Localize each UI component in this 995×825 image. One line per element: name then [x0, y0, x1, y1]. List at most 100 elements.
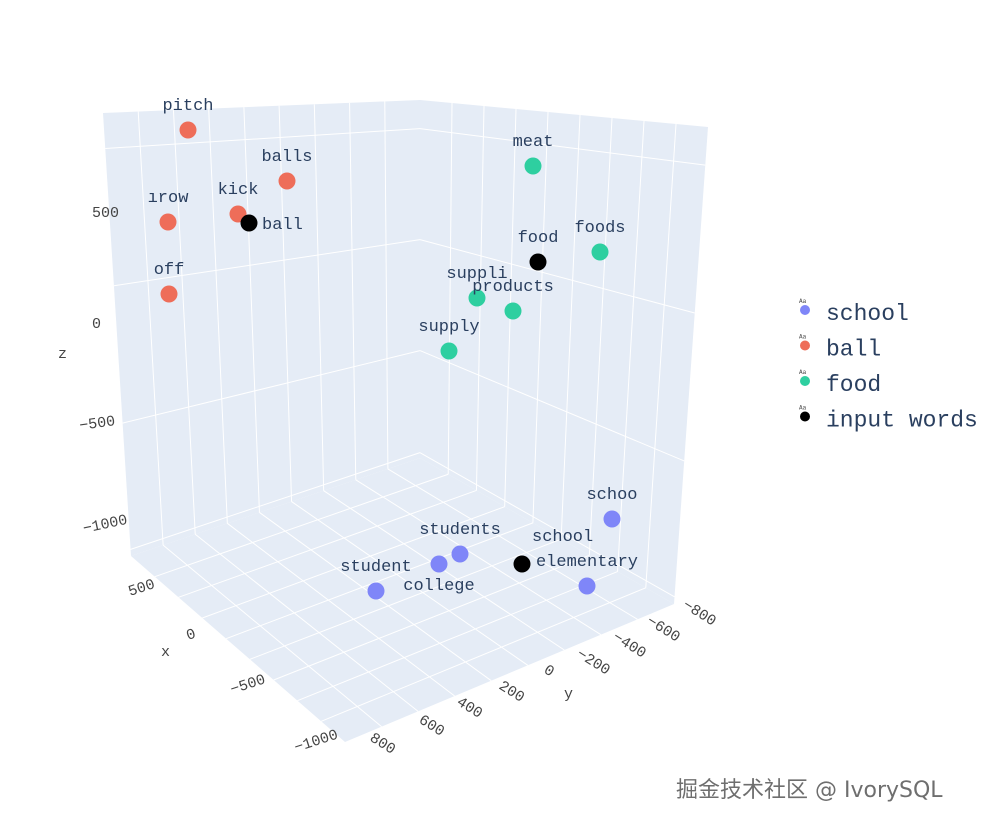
z-axis-title: z — [58, 346, 67, 363]
y-gridline — [321, 587, 646, 722]
y-gridline — [447, 102, 453, 475]
x-gridline — [208, 108, 228, 524]
point-label: foods — [574, 219, 625, 238]
x-gridline — [291, 501, 529, 666]
point-student[interactable] — [367, 582, 385, 600]
x-gridline — [313, 104, 325, 491]
y-tick-label: −200 — [573, 646, 613, 680]
y-tick-label: 800 — [366, 730, 398, 759]
y-tick-label: 400 — [453, 694, 485, 723]
point-label: kick — [218, 181, 259, 200]
legend-marker — [800, 305, 810, 315]
x-axis-title: x — [161, 644, 170, 661]
point-label: ırow — [148, 189, 190, 208]
point-school[interactable] — [513, 555, 531, 573]
x-gridline — [194, 533, 419, 712]
y-gridline — [273, 554, 590, 681]
point-label: balls — [261, 148, 312, 167]
point-label: college — [403, 577, 474, 596]
x-gridline — [384, 101, 389, 469]
z-tick-label: −500 — [78, 413, 116, 435]
y-gridline — [560, 114, 581, 540]
y-gridline — [154, 473, 449, 578]
y-tick-label: −800 — [679, 597, 719, 631]
legend-item-ball[interactable]: Aa ball — [799, 334, 881, 363]
z-gridline — [419, 452, 675, 598]
point-label: food — [518, 229, 559, 248]
point-food[interactable] — [529, 253, 547, 271]
x-gridline — [278, 105, 293, 502]
watermark: 掘金技术社区 @ IvorySQL — [676, 778, 943, 803]
x-tick-label: 500 — [126, 576, 157, 601]
y-gridline — [178, 489, 477, 598]
point-foods[interactable] — [591, 243, 609, 261]
legend[interactable]: Aa school Aa ball Aa food Aa input words — [799, 298, 978, 434]
point-pitch[interactable] — [179, 121, 197, 139]
x-gridline — [355, 479, 602, 636]
y-gridline — [588, 117, 613, 556]
x-gridline — [243, 107, 260, 513]
point-label: products — [472, 278, 554, 297]
z-gridline — [419, 350, 685, 462]
y-gridline — [297, 571, 618, 702]
y-gridline — [645, 123, 677, 588]
x-gridline — [172, 110, 196, 535]
legend-text-icon: Aa — [799, 369, 807, 376]
y-gridline — [249, 538, 562, 660]
point-products[interactable] — [504, 302, 522, 320]
point-school[interactable] — [603, 510, 621, 528]
legend-item-school[interactable]: Aa school — [799, 298, 909, 327]
point-label: schoo — [586, 486, 637, 505]
legend-label: food — [826, 372, 881, 398]
point-label: pitch — [162, 97, 213, 116]
point-ball[interactable] — [240, 214, 258, 232]
legend-text-icon: Aa — [799, 298, 807, 305]
z-gridline — [419, 239, 695, 314]
z-gridline — [419, 128, 706, 166]
legend-label: school — [826, 301, 909, 327]
point-label: meat — [513, 133, 554, 152]
x-gridline — [349, 102, 357, 480]
z-gridline — [130, 452, 421, 550]
z-tick-label: 0 — [92, 316, 101, 333]
point-label: suppli — [446, 265, 507, 284]
legend-item-input-words[interactable]: Aa input words — [799, 405, 978, 434]
legend-marker — [800, 376, 810, 386]
y-tick-label: 600 — [415, 712, 447, 741]
point-elementary[interactable] — [578, 577, 596, 595]
gridlines — [105, 101, 706, 728]
y-gridline — [617, 120, 645, 572]
legend-label: ball — [826, 337, 881, 363]
point-students[interactable] — [451, 545, 469, 563]
point-label: student — [340, 558, 411, 577]
point-label: off — [154, 261, 185, 280]
point-label: ball — [262, 216, 303, 235]
legend-label: input words — [826, 408, 978, 434]
point-balls[interactable] — [278, 172, 296, 190]
point-label: students — [419, 521, 501, 540]
z-gridline — [105, 128, 421, 149]
series-input-words: ball food school — [240, 214, 593, 573]
legend-marker — [800, 340, 810, 351]
point-off[interactable] — [160, 285, 178, 303]
y-axis-title: y — [564, 686, 573, 703]
point-supplies[interactable] — [468, 289, 486, 307]
legend-item-food[interactable]: Aa food — [799, 369, 881, 398]
z-tick-label: 500 — [92, 205, 119, 222]
wall-yz — [420, 100, 708, 604]
x-gridline — [387, 468, 638, 620]
scene-walls — [103, 100, 708, 742]
x-tick-label: 0 — [184, 626, 198, 645]
y-tick-label: −400 — [609, 629, 649, 663]
z-tick-label: −1000 — [82, 512, 130, 538]
legend-text-icon: Aa — [799, 334, 807, 341]
point-college[interactable] — [430, 555, 448, 573]
y-tick-label: −600 — [643, 613, 683, 647]
point-meat[interactable] — [524, 157, 542, 175]
point-throw[interactable] — [159, 213, 177, 231]
point-supply[interactable] — [440, 342, 458, 360]
point-label: elementary — [536, 553, 638, 572]
y-gridline — [202, 506, 505, 619]
